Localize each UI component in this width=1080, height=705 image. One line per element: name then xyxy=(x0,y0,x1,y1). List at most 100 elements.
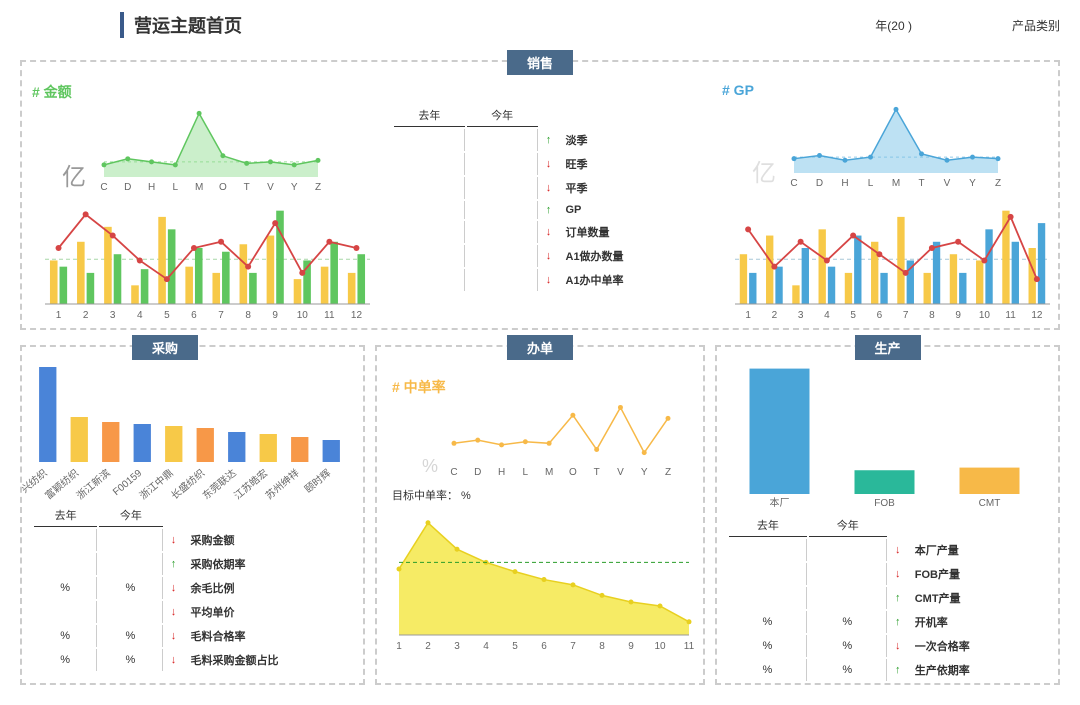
svg-text:1: 1 xyxy=(56,310,62,321)
gp-label: # GP xyxy=(722,82,1052,98)
table-row: ↑采购依期率 xyxy=(34,553,351,575)
svg-text:C: C xyxy=(100,182,107,192)
svg-text:浙江新滨: 浙江新滨 xyxy=(74,466,113,502)
svg-text:3: 3 xyxy=(110,310,116,321)
svg-text:8: 8 xyxy=(245,310,251,321)
table-row: ↓平均单价 xyxy=(34,601,351,623)
gp-spark-chart: CDHLMTVYZ xyxy=(786,98,1006,188)
svg-text:M: M xyxy=(195,182,203,192)
sales-center-table: 去年今年 ↑淡季↓旺季↓平季↑GP↓订单数量↓A1做办数量↓A1办中单率 xyxy=(392,102,692,293)
svg-text:T: T xyxy=(244,182,250,192)
svg-text:7: 7 xyxy=(903,310,909,321)
svg-text:2: 2 xyxy=(425,641,431,652)
svg-text:D: D xyxy=(474,467,481,477)
svg-text:C: C xyxy=(450,467,457,477)
svg-text:长盛纺织: 长盛纺织 xyxy=(168,466,207,502)
production-tab: 生产 xyxy=(854,335,920,360)
svg-text:颐时辉: 颐时辉 xyxy=(302,467,333,495)
year-filter[interactable]: 年(20 ) xyxy=(875,17,912,34)
svg-text:6: 6 xyxy=(191,310,197,321)
svg-text:L: L xyxy=(523,467,529,477)
category-filter[interactable]: 产品类别 xyxy=(1012,17,1060,34)
svg-text:4: 4 xyxy=(824,310,830,321)
svg-text:D: D xyxy=(816,178,823,188)
table-row: %%↓一次合格率 xyxy=(729,635,1046,657)
svg-text:9: 9 xyxy=(272,310,278,321)
table-row: ↑淡季 xyxy=(394,129,690,151)
svg-text:D: D xyxy=(124,182,131,192)
table-row: ↓FOB产量 xyxy=(729,563,1046,585)
svg-text:5: 5 xyxy=(164,310,170,321)
table-row: %%↑生产依期率 xyxy=(729,659,1046,681)
svg-text:V: V xyxy=(617,467,624,477)
table-row: %%↑开机率 xyxy=(729,611,1046,633)
order-tab: 办单 xyxy=(507,335,573,360)
amount-barline-chart: 123456789101112 xyxy=(30,192,375,322)
svg-text:2: 2 xyxy=(83,310,89,321)
svg-text:江苏皓宏: 江苏皓宏 xyxy=(231,466,270,502)
table-row: ↓平季 xyxy=(394,177,690,199)
sales-panel: 销售 # 金额 亿 CDHLMOTVYZ 123456789101112 去年今… xyxy=(20,60,1060,330)
svg-text:Y: Y xyxy=(641,467,648,477)
svg-text:10: 10 xyxy=(654,641,666,652)
svg-text:Z: Z xyxy=(315,182,321,192)
svg-text:4: 4 xyxy=(137,310,143,321)
purchase-panel: 采购 兴纺织富颖纺织浙江新滨F00159浙江中鼎长盛纺织东莞联达江苏皓宏苏州绅祥… xyxy=(20,345,365,685)
svg-text:M: M xyxy=(892,178,900,188)
svg-text:H: H xyxy=(148,182,155,192)
table-row: ↓订单数量 xyxy=(394,221,690,243)
svg-text:11: 11 xyxy=(684,641,695,652)
svg-text:Y: Y xyxy=(969,178,976,188)
production-table: 去年今年 ↓本厂产量↓FOB产量↑CMT产量%%↑开机率%%↓一次合格率%%↑生… xyxy=(727,512,1048,683)
purchase-bar-chart: 兴纺织富颖纺织浙江新滨F00159浙江中鼎长盛纺织东莞联达江苏皓宏苏州绅祥颐时辉 xyxy=(22,362,357,502)
header: 营运主题首页 年(20 ) 产品类别 xyxy=(0,0,1080,50)
svg-text:7: 7 xyxy=(218,310,224,321)
svg-text:浙江中鼎: 浙江中鼎 xyxy=(137,466,176,502)
order-panel: 办单 # 中单率 % CDHLMOTVYZ 目标中单率： % 123456789… xyxy=(375,345,705,685)
table-row: %%↓毛料采购金额占比 xyxy=(34,649,351,671)
purchase-tab: 采购 xyxy=(132,335,198,360)
svg-text:10: 10 xyxy=(979,310,991,321)
amount-label: # 金额 xyxy=(32,82,372,102)
table-row: ↓A1办中单率 xyxy=(394,269,690,291)
svg-text:2: 2 xyxy=(772,310,778,321)
svg-text:12: 12 xyxy=(1031,310,1043,321)
table-row: ↓旺季 xyxy=(394,153,690,175)
svg-text:12: 12 xyxy=(351,310,363,321)
svg-text:Z: Z xyxy=(995,178,1001,188)
production-bar-chart: 本厂FOBCMT xyxy=(717,362,1052,512)
rate-unit: % xyxy=(422,456,438,477)
svg-text:T: T xyxy=(918,178,924,188)
svg-text:3: 3 xyxy=(798,310,804,321)
svg-text:O: O xyxy=(219,182,227,192)
svg-text:H: H xyxy=(498,467,505,477)
production-panel: 生产 本厂FOBCMT 去年今年 ↓本厂产量↓FOB产量↑CMT产量%%↑开机率… xyxy=(715,345,1060,685)
svg-text:富颖纺织: 富颖纺织 xyxy=(42,466,81,502)
sales-tab: 销售 xyxy=(507,50,573,75)
svg-text:11: 11 xyxy=(324,310,335,321)
svg-text:M: M xyxy=(545,467,553,477)
svg-text:Z: Z xyxy=(665,467,671,477)
table-row: %%↓余毛比例 xyxy=(34,577,351,599)
svg-text:L: L xyxy=(173,182,179,192)
table-row: ↑CMT产量 xyxy=(729,587,1046,609)
rate-spark-chart: CDHLMOTVYZ xyxy=(446,397,676,477)
gp-unit: 亿 xyxy=(752,153,776,188)
order-area-chart: 1234567891011 xyxy=(387,503,697,653)
svg-text:5: 5 xyxy=(512,641,518,652)
svg-text:8: 8 xyxy=(599,641,605,652)
svg-text:V: V xyxy=(944,178,951,188)
table-row: ↓本厂产量 xyxy=(729,539,1046,561)
svg-text:东莞联达: 东莞联达 xyxy=(200,466,239,502)
svg-text:O: O xyxy=(569,467,577,477)
svg-text:3: 3 xyxy=(454,641,460,652)
svg-text:苏州绅祥: 苏州绅祥 xyxy=(263,466,302,502)
svg-text:FOB: FOB xyxy=(874,498,895,509)
amount-spark-chart: CDHLMOTVYZ xyxy=(96,102,326,192)
svg-text:10: 10 xyxy=(297,310,309,321)
rate-label: # 中单率 xyxy=(392,377,688,397)
svg-text:4: 4 xyxy=(483,641,489,652)
svg-text:V: V xyxy=(267,182,274,192)
svg-text:7: 7 xyxy=(570,641,576,652)
svg-text:6: 6 xyxy=(541,641,547,652)
